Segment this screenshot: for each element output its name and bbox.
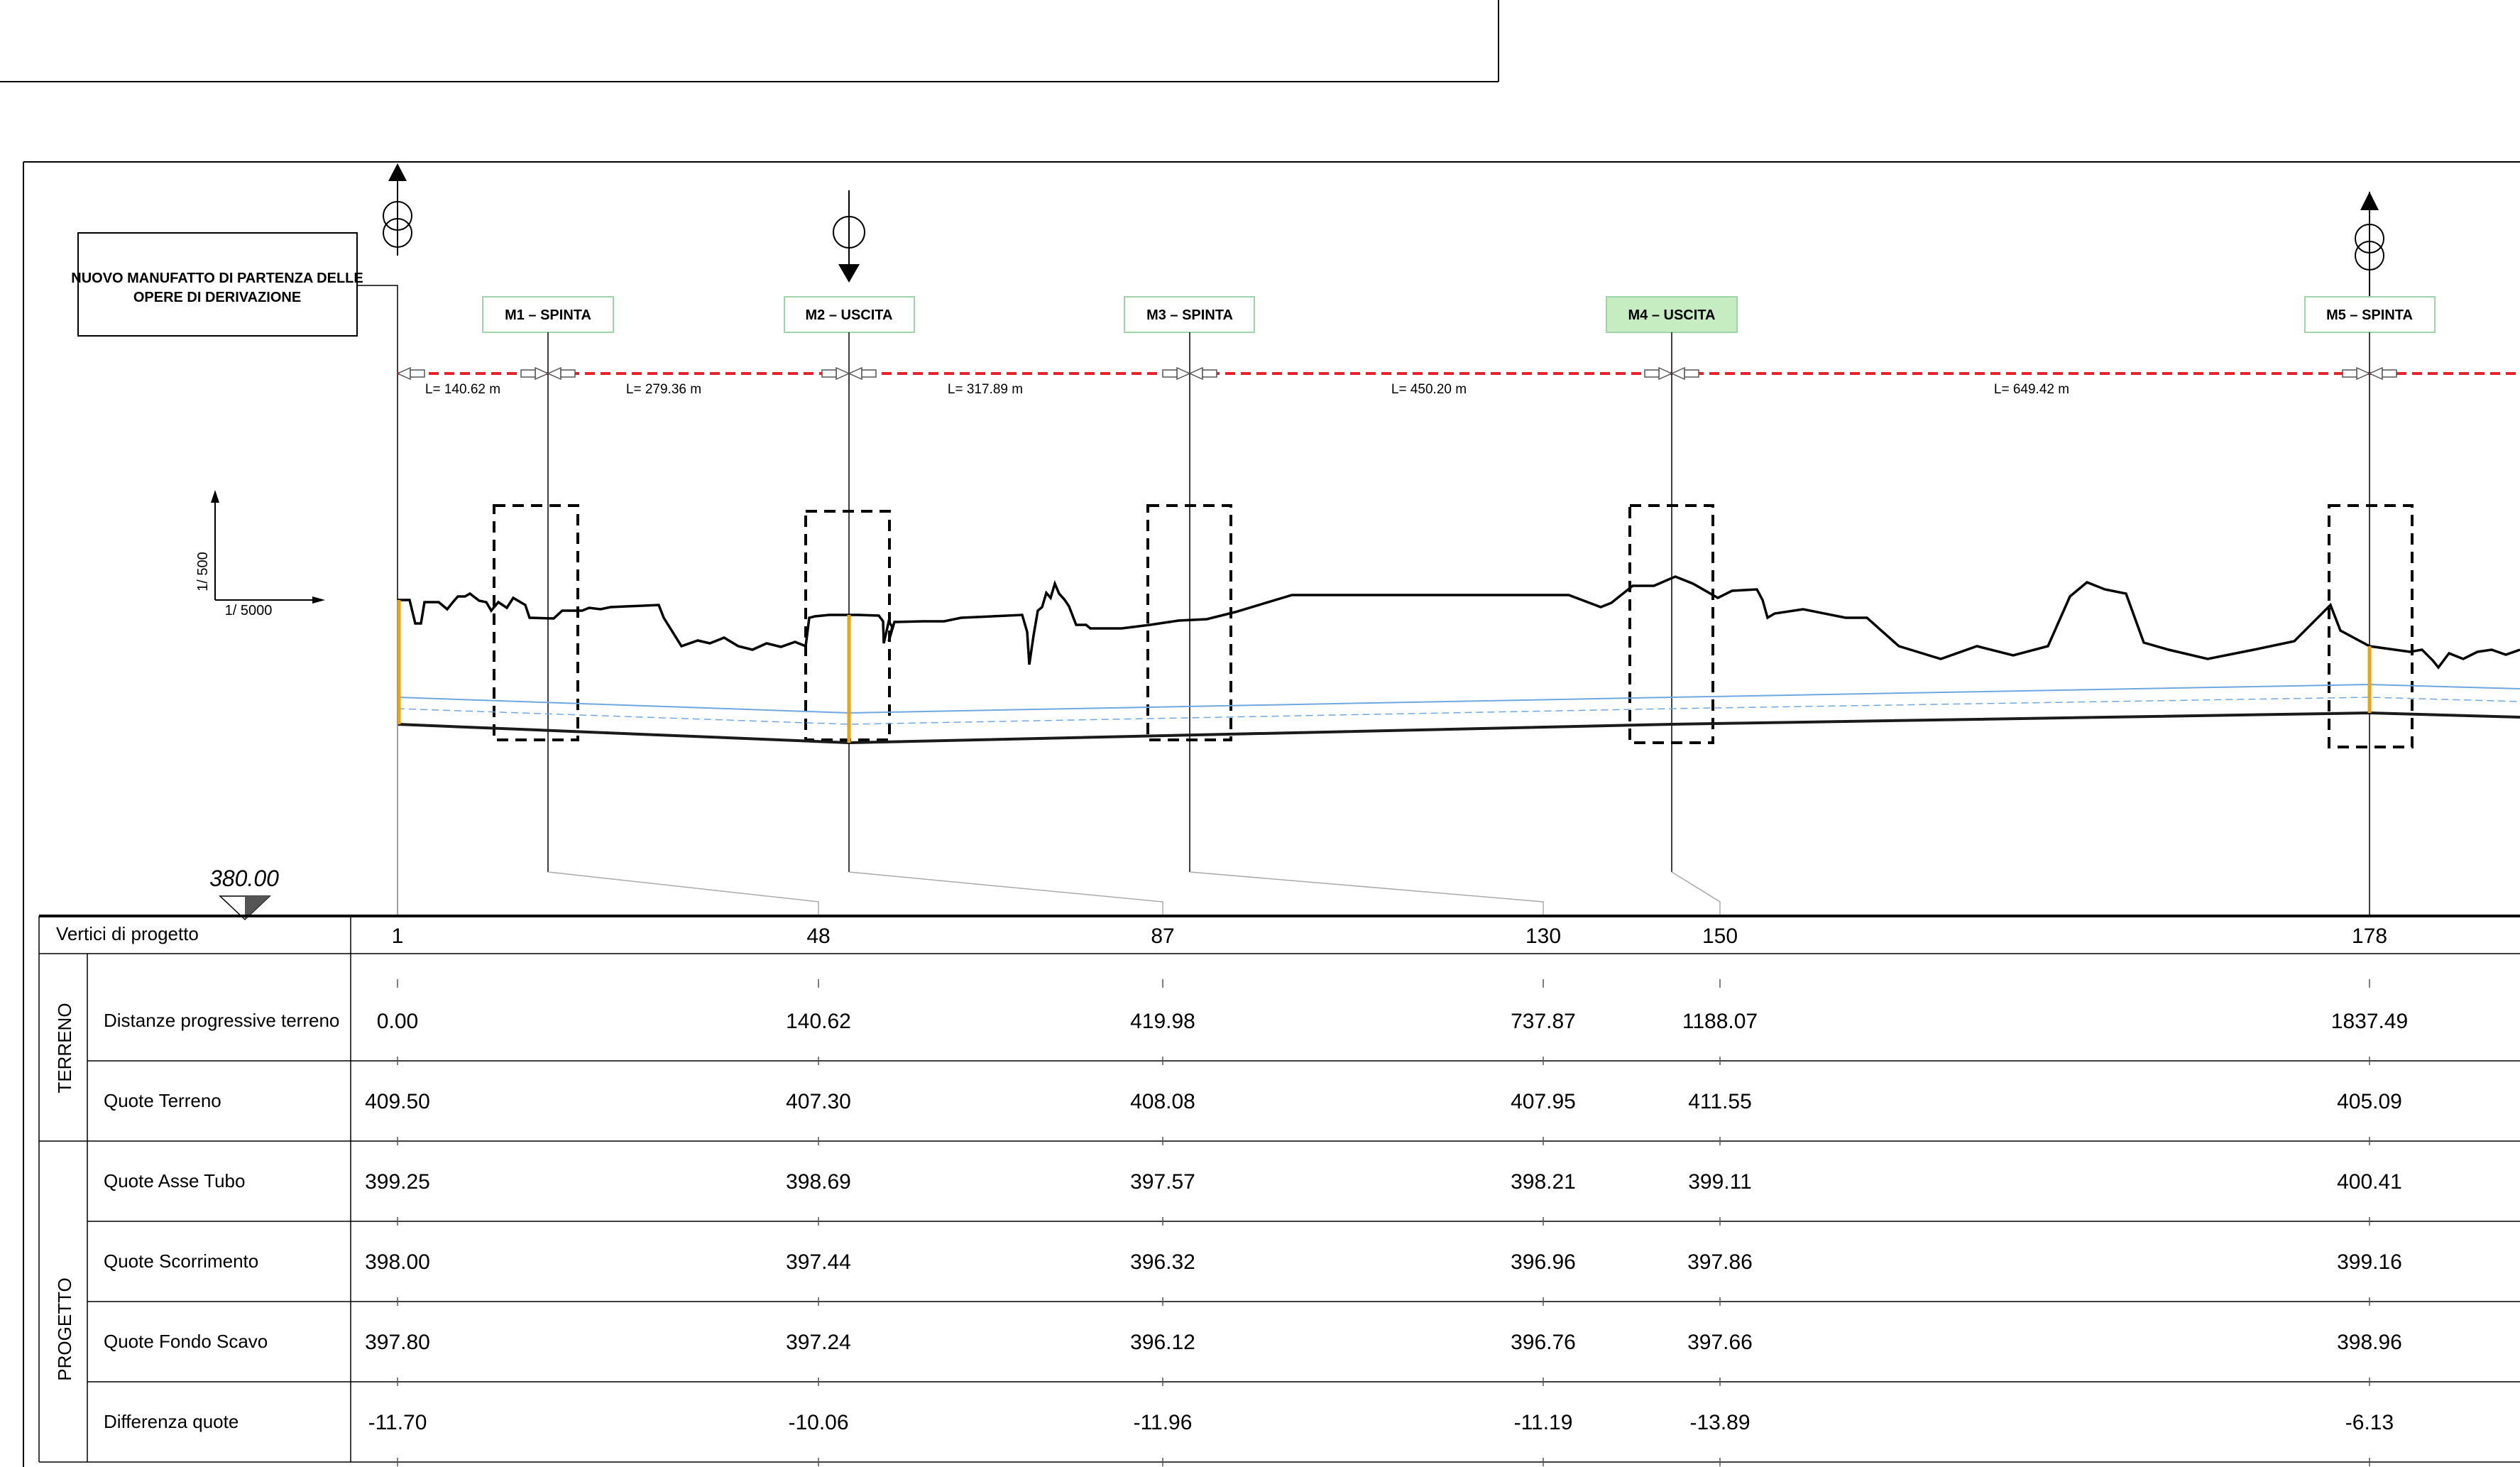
manhole-m1[interactable]: M1 – SPINTA: [482, 296, 819, 916]
table-cell: 400.41: [2337, 1170, 2402, 1194]
length-label: L= 317.89 m: [948, 382, 1023, 397]
table-cell: 396.12: [1130, 1331, 1195, 1354]
length-label: L= 649.42 m: [1994, 382, 2069, 397]
vertex-number: 150: [1702, 925, 1738, 948]
manhole-zone-box: [1628, 504, 1714, 744]
vertex-number: 87: [1151, 925, 1174, 948]
table-cell: 140.62: [786, 1010, 851, 1033]
table-cell: 399.16: [2337, 1250, 2402, 1274]
datum-marker: 380.00: [209, 866, 279, 921]
table-cell: 1837.49: [2331, 1010, 2408, 1033]
start-flow-arrow: [383, 163, 412, 256]
route-arrow-markers: [396, 366, 2397, 381]
table-cell: 408.08: [1130, 1090, 1195, 1113]
table-cell: -11.96: [1134, 1411, 1193, 1434]
table-cell: 396.96: [1511, 1250, 1576, 1274]
table-cell: -10.06: [788, 1411, 848, 1434]
manhole-label: M3 – SPINTA: [1146, 307, 1233, 323]
table-cell: 397.44: [786, 1250, 851, 1274]
table-cell: 397.80: [365, 1331, 430, 1354]
terrain-profile: [398, 575, 2520, 670]
m2-flow-arrow: [833, 190, 865, 283]
vertex-header: Vertici di progetto: [56, 923, 199, 944]
table-cell: 398.69: [786, 1170, 851, 1194]
table-cell: 1188.07: [1682, 1010, 1758, 1033]
row-label: Quote Terreno: [104, 1090, 221, 1111]
table-cell: -11.19: [1514, 1411, 1573, 1434]
intro-box-line-2: OPERE DI DERIVAZIONE: [133, 290, 301, 305]
table-cell: 397.66: [1687, 1331, 1753, 1354]
length-label: L= 450.20 m: [1391, 382, 1467, 397]
vertex-number: 178: [2352, 925, 2387, 948]
manhole-label: M1 – SPINTA: [505, 307, 591, 323]
manhole-zone-box: [493, 504, 579, 741]
row-label: Differenza quote: [104, 1411, 239, 1432]
table-cell: 396.76: [1511, 1331, 1576, 1354]
table-cell: 398.21: [1511, 1170, 1576, 1194]
table-cell: 419.98: [1130, 1010, 1195, 1033]
table-cell: 0.00: [377, 1010, 418, 1033]
table-cell: 397.24: [786, 1331, 851, 1354]
manhole-m4[interactable]: M4 – USCITA: [1606, 296, 1738, 916]
manhole-zone-box: [2328, 504, 2414, 748]
table-cell: -11.70: [368, 1411, 427, 1434]
manhole-label: M2 – USCITA: [806, 307, 893, 323]
table-cell: 397.57: [1130, 1170, 1195, 1194]
table-cell: 398.96: [2337, 1331, 2402, 1354]
length-label: L= 140.62 m: [425, 382, 500, 397]
table-cell: 407.30: [786, 1090, 851, 1113]
table-cell: 396.32: [1130, 1250, 1195, 1274]
vertical-scale-label: 1/ 500: [195, 552, 211, 591]
table-cell: 399.11: [1688, 1170, 1752, 1194]
vertex-number: 1: [392, 925, 404, 948]
vertex-number: 130: [1525, 925, 1561, 948]
group-terreno: TERRENO: [54, 1003, 75, 1093]
m5-flow-arrow: [2355, 192, 2384, 298]
manhole-label: M4 – USCITA: [1628, 307, 1716, 323]
length-label: L= 279.36 m: [626, 382, 701, 397]
row-label: Quote Fondo Scavo: [104, 1331, 268, 1352]
row-label: Distanze progressive terreno: [104, 1010, 339, 1031]
vertex-number: 48: [806, 925, 830, 948]
table-cell: 737.87: [1511, 1010, 1576, 1033]
row-label: Quote Scorrimento: [104, 1250, 258, 1272]
table-cell: 411.55: [1688, 1090, 1752, 1113]
horizontal-scale-label: 1/ 5000: [225, 603, 273, 618]
table-cell: 409.50: [365, 1090, 430, 1113]
manhole-label: M5 – SPINTA: [2326, 307, 2413, 323]
intro-box: NUOVO MANUFATTO DI PARTENZA DELLE OPERE …: [71, 232, 398, 916]
pipe-axis-line: [397, 697, 2520, 725]
pipe-invert-line: [397, 711, 2520, 745]
row-label: Quote Asse Tubo: [104, 1170, 245, 1191]
scale-indicator: 1/ 500 1/ 5000: [195, 490, 325, 618]
table-cell: 398.00: [365, 1250, 430, 1274]
table-cell: 407.95: [1511, 1090, 1576, 1113]
table-cell: -6.13: [2345, 1411, 2394, 1434]
manhole-m3[interactable]: M3 – SPINTA: [1124, 296, 1544, 916]
table-cell: 397.86: [1687, 1250, 1753, 1274]
segment-lengths: L= 140.62 m L= 279.36 m L= 317.89 m L= 4…: [425, 382, 2069, 397]
manhole-zone-box: [1146, 504, 1232, 741]
data-table: Vertici di progetto TERRENO PROGETTO Dis…: [38, 915, 2520, 1466]
table-cell: 405.09: [2337, 1090, 2402, 1113]
group-progetto: PROGETTO: [54, 1277, 75, 1380]
pipe-top-line: [397, 683, 2520, 714]
table-cell: 399.25: [365, 1170, 430, 1194]
datum-value: 380.00: [209, 866, 279, 891]
table-cell: -13.89: [1689, 1411, 1750, 1434]
intro-box-line-1: NUOVO MANUFATTO DI PARTENZA DELLE: [71, 271, 363, 286]
manhole-m5[interactable]: M5 – SPINTA: [2304, 296, 2436, 916]
